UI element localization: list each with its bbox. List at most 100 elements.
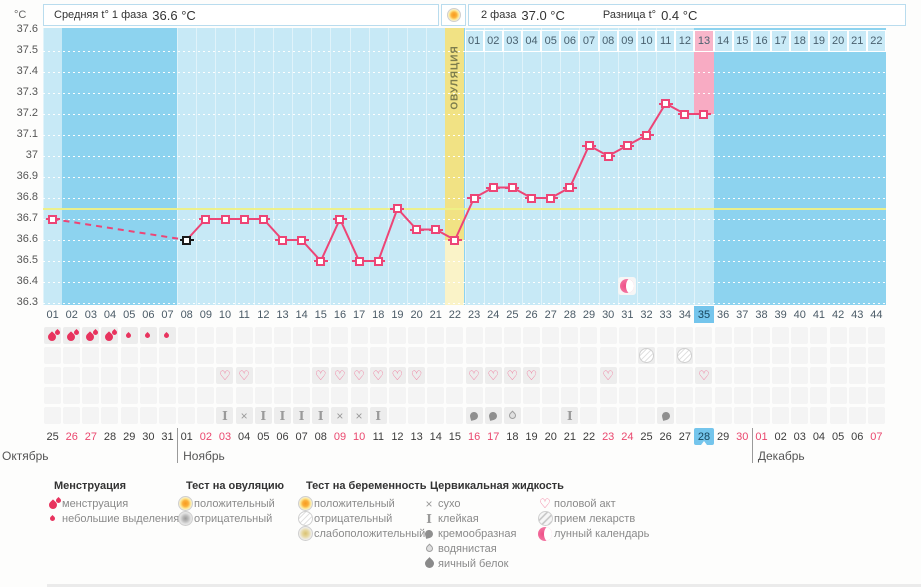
temperature-point[interactable] [297, 235, 307, 245]
calendar-date[interactable]: 29 [717, 430, 730, 443]
cycle-day-label[interactable]: 16 [333, 308, 347, 321]
calendar-date[interactable]: 26 [65, 430, 78, 443]
temperature-point[interactable] [699, 109, 709, 119]
cycle-day-label[interactable]: 09 [199, 308, 212, 321]
calendar-date[interactable]: 14 [429, 430, 442, 443]
temperature-point[interactable] [469, 193, 479, 203]
temperature-point[interactable] [201, 214, 211, 224]
calendar-date[interactable]: 18 [506, 430, 519, 443]
temperature-point[interactable] [680, 109, 690, 119]
calendar-date[interactable]: 24 [621, 430, 634, 443]
temperature-point[interactable] [527, 193, 537, 203]
cycle-day-label[interactable]: 42 [831, 308, 845, 321]
cycle-day-label[interactable]: 10 [218, 308, 232, 321]
temperature-point[interactable] [622, 141, 632, 150]
temperature-point[interactable] [584, 141, 594, 150]
cycle-day-label[interactable]: 15 [314, 308, 327, 321]
temperature-point[interactable] [450, 235, 460, 245]
cycle-day-label[interactable]: 35 [694, 306, 714, 323]
calendar-date[interactable]: 23 [602, 430, 615, 443]
cycle-day-label[interactable]: 05 [123, 308, 136, 321]
temperature-point[interactable] [507, 183, 517, 192]
cycle-day-label[interactable]: 26 [525, 308, 538, 321]
calendar-date[interactable]: 08 [314, 430, 327, 443]
temperature-point[interactable] [412, 225, 422, 234]
cycle-day-label[interactable]: 02 [65, 308, 78, 321]
cycle-day-label[interactable]: 22 [448, 308, 462, 321]
calendar-date[interactable]: 12 [391, 430, 404, 443]
cycle-day-label[interactable]: 08 [180, 308, 193, 321]
calendar-date[interactable]: 03 [218, 430, 232, 443]
cycle-day-label[interactable]: 37 [736, 308, 749, 321]
cycle-day-label[interactable]: 03 [84, 308, 98, 321]
calendar-date[interactable]: 07 [870, 430, 883, 443]
cycle-day-label[interactable]: 41 [812, 308, 826, 321]
cycle-day-label[interactable]: 29 [582, 308, 596, 321]
cycle-day-label[interactable]: 19 [391, 308, 404, 321]
calendar-date[interactable]: 30 [142, 430, 155, 443]
temperature-point[interactable] [277, 235, 287, 245]
temperature-point[interactable] [565, 183, 575, 192]
cycle-day-label[interactable]: 14 [295, 308, 308, 321]
cycle-day-label[interactable]: 07 [161, 308, 174, 321]
temperature-point[interactable] [220, 214, 230, 224]
calendar-date[interactable]: 27 [84, 430, 98, 443]
cycle-day-label[interactable]: 28 [563, 308, 576, 321]
calendar-date[interactable]: 04 [238, 430, 251, 443]
temperature-point[interactable] [603, 151, 613, 161]
calendar-date[interactable]: 20 [544, 430, 557, 443]
calendar-date[interactable]: 31 [161, 430, 174, 443]
cycle-day-label[interactable]: 33 [659, 308, 672, 321]
temperature-point[interactable] [316, 256, 326, 266]
calendar-date[interactable]: 05 [257, 430, 270, 443]
temperature-point[interactable] [642, 130, 651, 140]
cycle-day-label[interactable]: 24 [487, 308, 500, 321]
calendar-date[interactable]: 26 [659, 430, 672, 443]
calendar-date[interactable]: 22 [582, 430, 596, 443]
calendar-date[interactable]: 25 [640, 430, 653, 443]
temperature-point[interactable] [392, 204, 402, 213]
temperature-point[interactable] [546, 193, 556, 203]
calendar-date[interactable]: 04 [812, 430, 826, 443]
cycle-day-label[interactable]: 06 [142, 308, 155, 321]
calendar-date[interactable]: 02 [774, 430, 787, 443]
temperature-point[interactable] [431, 225, 441, 234]
cycle-day-label[interactable]: 11 [238, 308, 250, 321]
temperature-point[interactable] [182, 235, 192, 245]
calendar-date[interactable]: 25 [46, 430, 59, 443]
temperature-point[interactable] [373, 256, 383, 266]
calendar-date[interactable]: 27 [678, 430, 691, 443]
cycle-day-label[interactable]: 40 [793, 308, 806, 321]
cycle-day-label[interactable]: 21 [429, 308, 442, 321]
cycle-day-label[interactable]: 31 [621, 308, 634, 321]
cycle-day-label[interactable]: 18 [372, 308, 385, 321]
temperature-point[interactable] [258, 214, 268, 224]
temperature-point[interactable] [239, 214, 249, 224]
calendar-date[interactable]: 13 [410, 430, 423, 443]
calendar-date[interactable]: 21 [563, 430, 576, 443]
calendar-date[interactable]: 19 [525, 430, 538, 443]
cycle-day-label[interactable]: 04 [103, 308, 117, 321]
calendar-date[interactable]: 09 [333, 430, 347, 443]
cycle-day-label[interactable]: 38 [755, 308, 768, 321]
calendar-date[interactable]: 06 [851, 430, 864, 443]
cycle-day-label[interactable]: 43 [851, 308, 864, 321]
calendar-date[interactable]: 16 [467, 430, 481, 443]
temperature-point[interactable] [48, 214, 58, 224]
cycle-day-label[interactable]: 44 [870, 308, 883, 321]
cycle-day-label[interactable]: 13 [276, 308, 289, 321]
temperature-point[interactable] [354, 256, 364, 266]
cycle-day-label[interactable]: 12 [257, 308, 270, 321]
cycle-day-label[interactable]: 20 [410, 308, 423, 321]
calendar-date[interactable]: 11 [372, 430, 384, 443]
cycle-day-label[interactable]: 25 [506, 308, 519, 321]
calendar-date[interactable]: 15 [448, 430, 462, 443]
calendar-date[interactable]: 17 [487, 430, 500, 443]
cycle-day-label[interactable]: 39 [774, 308, 787, 321]
calendar-date[interactable]: 28 [103, 430, 117, 443]
cycle-day-label[interactable]: 34 [678, 308, 691, 321]
calendar-date[interactable]: 01 [755, 430, 768, 443]
calendar-date[interactable]: 28 [694, 428, 714, 445]
calendar-date[interactable]: 06 [276, 430, 289, 443]
temperature-point[interactable] [661, 99, 671, 108]
